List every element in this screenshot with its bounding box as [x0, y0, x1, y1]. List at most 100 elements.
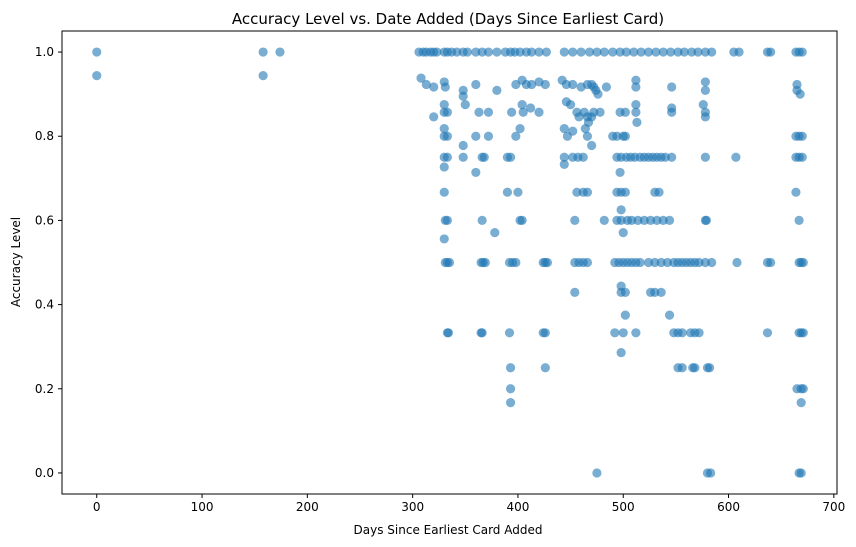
data-point: [650, 257, 660, 268]
data-point: [631, 75, 641, 85]
data-point: [700, 85, 710, 95]
data-point: [795, 89, 805, 99]
data-point: [439, 187, 449, 197]
data-point: [440, 82, 450, 92]
plot-frame: [61, 30, 838, 495]
data-point: [258, 71, 268, 81]
data-point: [582, 131, 593, 141]
data-point: [505, 363, 516, 373]
data-point: [791, 187, 801, 197]
data-point: [504, 328, 515, 338]
data-point: [479, 152, 489, 162]
data-point: [480, 257, 490, 268]
x-tick-label: 100: [191, 500, 214, 514]
y-tick-label: 1.0: [35, 45, 54, 59]
data-point: [698, 100, 708, 110]
data-point: [631, 107, 641, 117]
data-point: [650, 287, 660, 297]
data-point: [599, 47, 609, 57]
data-point: [505, 384, 516, 394]
data-point: [429, 112, 439, 122]
data-point: [527, 79, 537, 90]
data-point: [707, 47, 717, 57]
data-point: [700, 77, 710, 87]
x-tick-label: 200: [296, 500, 319, 514]
data-point: [439, 124, 449, 134]
data-point: [541, 47, 551, 57]
data-point: [582, 257, 593, 268]
data-point: [636, 47, 646, 57]
data-point: [798, 384, 808, 394]
data-point: [515, 124, 525, 134]
data-point: [794, 215, 804, 226]
data-point: [707, 257, 717, 268]
data-point: [608, 47, 618, 57]
data-point: [693, 47, 703, 57]
data-point: [92, 47, 102, 57]
data-point: [651, 47, 661, 57]
data-point: [662, 257, 673, 268]
data-point: [439, 234, 449, 244]
data-point: [654, 187, 664, 197]
data-point: [442, 152, 452, 162]
data-point: [700, 112, 710, 122]
data-point: [677, 328, 687, 338]
data-point: [621, 47, 632, 57]
data-point: [483, 107, 494, 117]
data-point: [534, 47, 544, 57]
data-point: [694, 328, 704, 338]
data-point: [620, 287, 630, 297]
data-point: [477, 215, 487, 226]
data-point: [442, 131, 452, 141]
data-point: [700, 47, 710, 57]
data-point: [534, 107, 544, 117]
data-point: [517, 100, 527, 110]
data-point: [734, 47, 744, 57]
data-point: [568, 126, 578, 136]
data-point: [796, 468, 806, 478]
data-point: [731, 152, 741, 162]
data-point: [416, 73, 426, 83]
data-point: [679, 47, 689, 57]
data-point: [505, 152, 516, 162]
data-point: [704, 363, 715, 373]
data-point: [565, 100, 576, 110]
data-point: [584, 47, 595, 57]
x-tick-label: 0: [93, 500, 101, 514]
data-point: [429, 82, 439, 92]
data-point: [666, 47, 676, 57]
data-point: [633, 215, 643, 226]
y-tick-label: 0.6: [35, 213, 54, 227]
data-point: [518, 107, 528, 117]
data-point: [561, 79, 571, 90]
data-point: [92, 71, 102, 81]
data-point: [589, 107, 599, 117]
data-point: [658, 47, 668, 57]
data-point: [667, 82, 677, 92]
data-point: [502, 187, 513, 197]
y-tick-label: 0.0: [35, 466, 54, 480]
data-point: [667, 107, 677, 117]
data-point: [593, 89, 603, 99]
data-point: [595, 107, 605, 117]
data-point: [616, 347, 626, 358]
data-point: [559, 124, 569, 134]
data-point: [643, 47, 654, 57]
x-axis-ticks: 0 100 200 300 400 500 600 700: [93, 494, 845, 514]
data-point: [615, 47, 625, 57]
data-point: [515, 47, 525, 57]
data-point: [631, 100, 641, 110]
data-point: [439, 100, 449, 110]
data-point: [701, 215, 712, 226]
data-point: [576, 47, 586, 57]
data-point: [798, 328, 808, 338]
data-point: [432, 47, 442, 57]
data-point: [797, 47, 807, 57]
data-point: [490, 228, 500, 238]
data-point: [652, 215, 662, 226]
data-point: [694, 257, 704, 268]
data-point: [443, 328, 454, 338]
data-point: [458, 91, 468, 101]
data-point: [639, 215, 649, 226]
